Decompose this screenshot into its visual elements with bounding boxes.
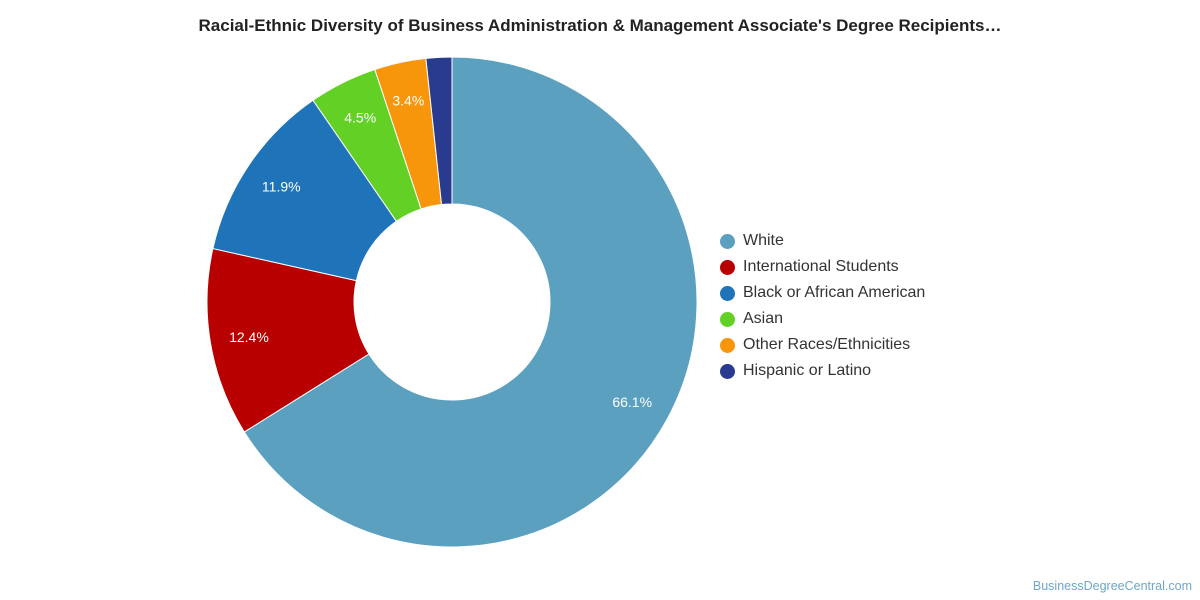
legend-swatch-icon — [720, 233, 735, 249]
chart-title: Racial-Ethnic Diversity of Business Admi… — [198, 16, 1002, 35]
legend-swatch-icon — [720, 337, 735, 353]
legend-label: International Students — [743, 258, 899, 275]
legend-item-hispanic-or-latino[interactable]: Hispanic or Latino — [720, 358, 925, 384]
legend-item-international-students[interactable]: International Students — [720, 254, 925, 280]
slice-hispanic-or-latino[interactable] — [425, 56, 453, 206]
legend-label: Hispanic or Latino — [743, 362, 872, 379]
data-label-white: 66.1% — [612, 394, 652, 410]
slice-international-students[interactable] — [206, 247, 370, 433]
legend-label: Other Races/Ethnicities — [743, 336, 911, 353]
legend-swatch-icon — [720, 311, 735, 327]
slice-white[interactable] — [243, 56, 698, 548]
legend-item-other-races-ethnicities[interactable]: Other Races/Ethnicities — [720, 332, 925, 358]
legend-label: White — [743, 232, 784, 249]
legend-item-asian[interactable]: Asian — [720, 306, 925, 332]
legend-label: Asian — [743, 310, 784, 327]
legend-item-black-or-african-american[interactable]: Black or African American — [720, 280, 925, 306]
slice-black-or-african-american[interactable] — [212, 99, 398, 282]
data-label-international-students: 12.4% — [229, 329, 269, 345]
legend-swatch-icon — [720, 285, 735, 301]
data-label-black-or-african-american: 11.9% — [262, 179, 301, 195]
legend-swatch-icon — [720, 259, 735, 275]
data-label-other-races-ethnicities: 3.4% — [392, 93, 424, 109]
legend-label: Black or African American — [743, 284, 926, 301]
legend-item-white[interactable]: White — [720, 228, 925, 254]
source-watermark[interactable]: BusinessDegreeCentral.com — [1032, 579, 1192, 593]
chart-legend: White International Students Black or Afri… — [720, 228, 925, 384]
legend-swatch-icon — [720, 363, 735, 379]
data-label-asian: 4.5% — [344, 110, 376, 126]
